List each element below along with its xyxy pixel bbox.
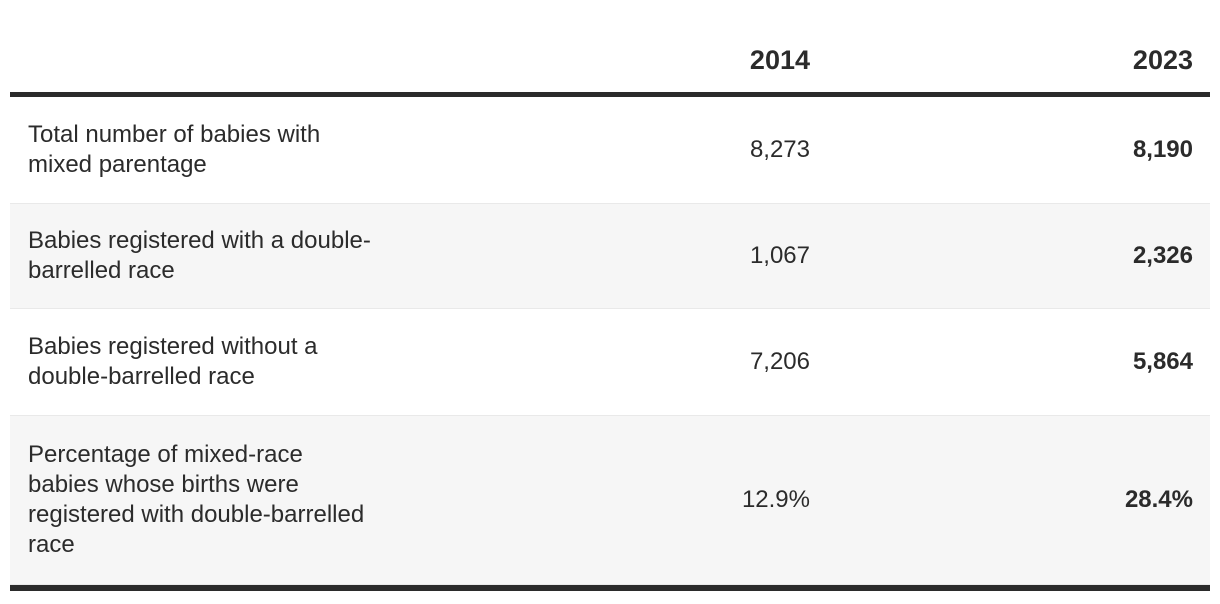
comparison-table: 2014 2023 Total number of babies with mi… <box>10 0 1210 591</box>
value-2014: 8,273 <box>749 136 810 163</box>
row-label: Babies registered with a double-barrelle… <box>28 227 371 284</box>
value-2014: 12.9% <box>741 486 810 513</box>
table-row: Babies registered without a double-barre… <box>10 309 1210 415</box>
table-header-row: 2014 2023 <box>10 0 1210 97</box>
value-2023: 2,326 <box>1132 242 1193 269</box>
row-label: Babies registered without a double-barre… <box>28 333 318 390</box>
value-2014: 7,206 <box>749 348 810 375</box>
value-2023: 8,190 <box>1132 136 1193 163</box>
column-header-2014: 2014 <box>749 45 810 76</box>
value-2023: 28.4% <box>1124 486 1193 513</box>
table-row: Percentage of mixed-race babies whose bi… <box>10 415 1210 585</box>
column-header-2023: 2023 <box>1132 45 1193 76</box>
value-2023: 5,864 <box>1132 348 1193 375</box>
row-label: Percentage of mixed-race babies whose bi… <box>28 441 365 558</box>
table-row: Total number of babies with mixed parent… <box>10 97 1210 203</box>
bottom-rule <box>10 585 1210 591</box>
value-2014: 1,067 <box>749 242 810 269</box>
table-row: Babies registered with a double-barrelle… <box>10 203 1210 309</box>
row-label: Total number of babies with mixed parent… <box>28 121 321 178</box>
